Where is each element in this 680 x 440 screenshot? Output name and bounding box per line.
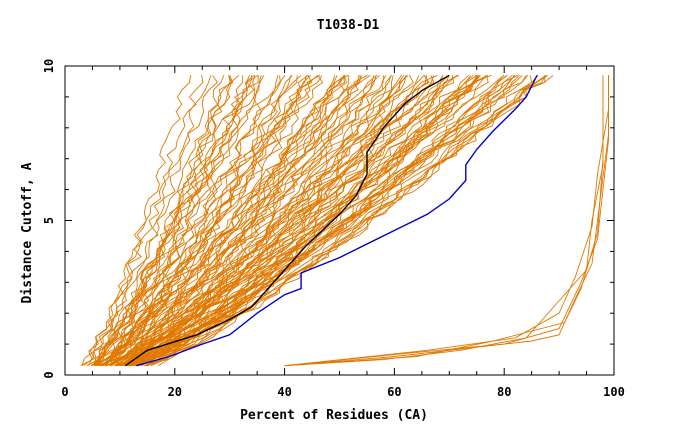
x-tick-label: 20	[168, 385, 182, 399]
y-tick-label: 5	[42, 217, 56, 224]
bundle-curve	[115, 75, 394, 367]
bundle-curve	[109, 75, 392, 367]
bundle-curve	[143, 74, 547, 367]
y-tick-label: 10	[42, 59, 56, 73]
bundle-curve	[120, 75, 480, 367]
bundle-curve	[140, 74, 481, 367]
bundle-curve	[99, 74, 302, 367]
bundle-curve	[104, 75, 338, 366]
bundle-curve	[105, 75, 348, 366]
black-series-line	[124, 74, 450, 367]
bundle-curve	[138, 75, 527, 367]
y-axis-label: Distance Cutoff, A	[20, 162, 35, 303]
bundle-curves	[80, 74, 554, 367]
x-tick-label: 80	[497, 385, 511, 399]
bundle-curve	[125, 74, 474, 367]
bundle-curve	[108, 75, 292, 367]
bundle-curve	[90, 75, 279, 367]
bundle-curve	[125, 75, 407, 366]
bundle-curve	[111, 75, 361, 367]
bundle-curve	[93, 74, 293, 367]
bundle-curve	[96, 75, 346, 367]
x-tick-label: 40	[277, 385, 291, 399]
bundle-curve	[97, 75, 262, 366]
bundle-curve	[131, 74, 520, 367]
bundle-curve	[99, 74, 318, 366]
bundle-curve	[88, 75, 204, 366]
bundle-curve	[116, 74, 378, 367]
x-tick-label: 60	[387, 385, 401, 399]
bundle-curve	[124, 74, 505, 367]
bundle-curve	[100, 74, 346, 367]
bundle-curve	[102, 75, 259, 367]
bundle-curve	[110, 74, 309, 366]
blue-series-line	[136, 74, 538, 367]
bundle-curve	[126, 74, 460, 367]
highlight-series	[124, 74, 609, 367]
x-axis-label: Percent of Residues (CA)	[240, 408, 428, 423]
bundle-curve	[93, 75, 231, 366]
bundle-curve	[135, 74, 548, 367]
bundle-curve	[134, 75, 515, 367]
outlier-curve	[284, 75, 604, 367]
bundle-curve	[145, 75, 546, 367]
x-tick-label: 100	[603, 385, 625, 399]
bundle-curve	[100, 75, 308, 367]
x-axis-ticks: 0 20 40 60 80 100	[61, 66, 625, 399]
bundle-curve	[81, 75, 212, 366]
bundle-curve	[86, 75, 253, 367]
outlier-curve	[284, 75, 609, 367]
bundle-curve	[97, 74, 259, 366]
x-tick-label: 0	[61, 385, 68, 399]
bundle-curve	[113, 75, 377, 367]
bundle-curve	[91, 75, 233, 367]
bundle-curve	[119, 74, 368, 367]
bundle-curve	[114, 75, 346, 367]
bundle-curve	[130, 75, 471, 367]
y-axis-ticks: 0 5 10	[42, 59, 614, 379]
bundle-curve	[124, 75, 450, 367]
outlier-curve	[284, 81, 604, 367]
bundle-curve	[94, 75, 323, 367]
outlier-curve	[284, 75, 609, 367]
bundle-curve	[132, 74, 519, 367]
bundle-curve	[105, 75, 375, 367]
bundle-curve	[138, 74, 492, 366]
bundle-curve	[119, 75, 444, 367]
bundle-curve	[98, 75, 336, 367]
y-tick-label: 0	[42, 371, 56, 378]
chart-title: T1038-D1	[317, 18, 380, 33]
bundle-curve	[118, 74, 458, 367]
bundle-curve	[137, 74, 523, 367]
